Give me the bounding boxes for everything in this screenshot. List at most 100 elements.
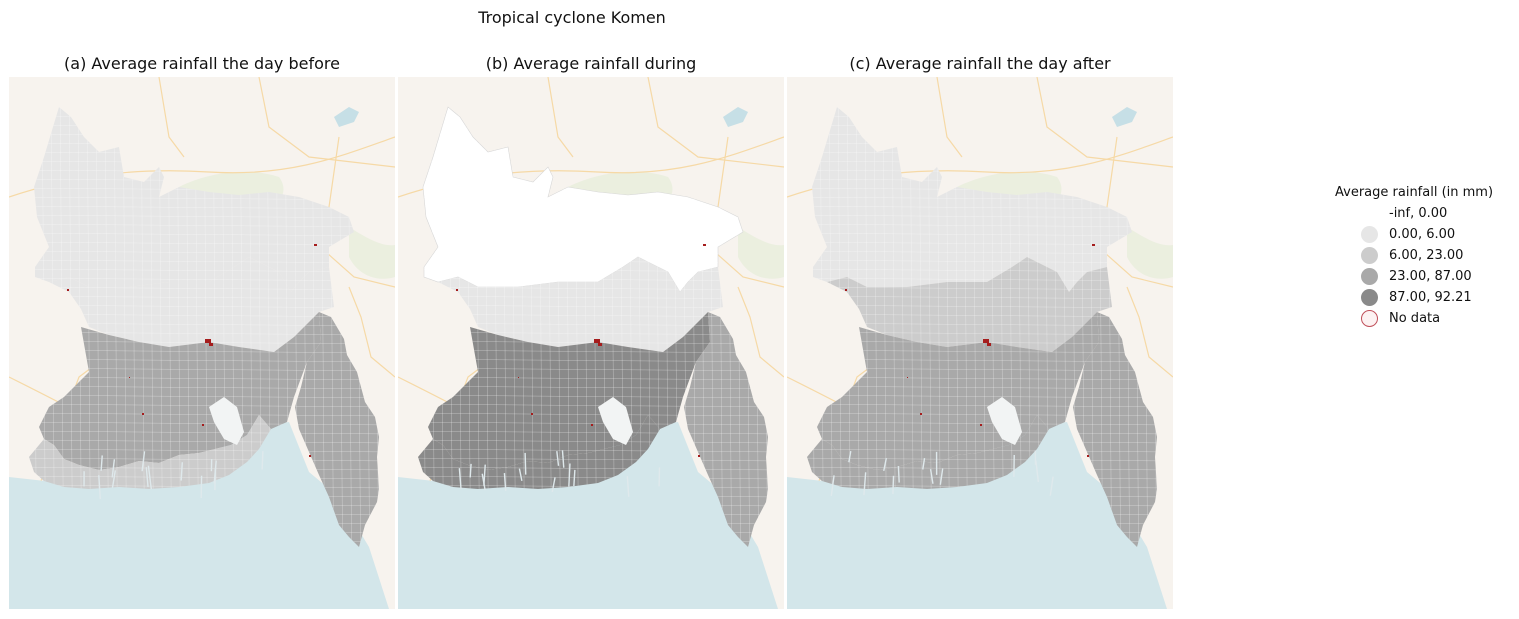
no-data-area [907,377,908,378]
basemap-road [348,286,395,378]
rainfall-zone-coast [807,415,1049,489]
no-data-area [983,339,989,343]
river-channel [100,455,103,471]
river-channel [98,475,101,500]
sea-bay-of-bengal [787,422,1167,609]
legend-label: 6.00, 23.00 [1389,248,1464,263]
river-channel [518,468,523,481]
legend: Average rainfall (in mm) -inf, 0.00 0.00… [1330,185,1510,329]
river-channel [503,473,507,491]
legend-item: 6.00, 23.00 [1330,245,1510,266]
figure-title: Tropical cyclone Komen [478,8,666,27]
rainfall-zone-south [428,312,710,470]
river-channel [261,451,264,470]
no-data-area [1087,455,1089,457]
legend-item: No data [1330,308,1510,329]
basemap-road [258,77,395,168]
legend-title: Average rainfall (in mm) [1335,185,1494,200]
river-channel [892,475,895,495]
no-data-area [202,424,204,426]
basemap-road [936,77,963,158]
no-data-area [531,413,533,415]
river-channel [848,450,852,463]
no-data-area [142,413,144,415]
no-data-area [698,455,700,457]
rainfall-zone-middle [438,257,723,352]
river-channel [551,477,556,493]
legend-label: -inf, 0.00 [1389,206,1448,221]
rainfall-zone-south [817,312,1099,470]
basemap-road [547,77,574,158]
river-channel [483,464,486,486]
no-data-area [309,455,311,457]
river-channel [922,458,926,470]
legend-swatch-3 [1361,268,1378,285]
legend-label: 0.00, 6.00 [1389,227,1456,242]
lake [1112,107,1137,127]
rainfall-zone-southeast [1073,312,1157,547]
sea-bay-of-bengal [9,422,389,609]
lake [334,107,359,127]
panel-b-map [398,77,784,609]
legend-item: 0.00, 6.00 [1330,224,1510,245]
panel-c-map [787,77,1173,609]
no-data-area [205,339,211,343]
river-channel [561,450,565,468]
river-channel [111,470,117,488]
no-data-area [591,424,593,426]
basemap-road [647,77,784,168]
no-data-area [703,244,706,246]
river-channel [1049,476,1054,496]
river-channel [1035,460,1040,483]
river-channel [111,459,116,478]
rainfall-zone-coast [418,415,660,489]
river-channel [141,451,146,472]
panel-b-title: (b) Average rainfall during [485,54,697,73]
river-channel [147,465,152,490]
river-channel [883,457,888,471]
river-channel [863,472,867,496]
no-data-area [987,343,991,346]
basemap-road [737,286,784,378]
lake [723,107,748,127]
no-data-area [518,377,519,378]
river-channel [987,397,1022,445]
legend-label: 23.00, 87.00 [1389,269,1472,284]
panel-a-map [9,77,395,609]
river-channel [598,397,633,445]
river-channel [145,467,149,488]
no-data-area [314,244,317,246]
panel-a-title: (a) Average rainfall the day before [64,54,340,73]
river-channel [469,463,472,478]
river-channel [573,469,576,487]
no-data-area [129,377,130,378]
panel-c-title: (c) Average rainfall the day after [849,54,1111,73]
sea-bay-of-bengal [398,422,778,609]
no-data-area [67,289,69,291]
no-data-area [920,413,922,415]
river-channel [830,475,835,497]
river-channel [214,468,217,491]
no-data-area [209,343,213,346]
no-data-area [980,424,982,426]
rainfall-zone-south [39,312,321,470]
legend-swatch-5 [1361,310,1378,327]
legend-item: 87.00, 92.21 [1330,287,1510,308]
rainfall-zone-southeast [295,312,379,547]
basemap-forest [738,227,784,279]
no-data-area [456,289,458,291]
river-channel [180,462,183,481]
river-channel [626,476,630,497]
river-channel [897,466,900,483]
rainfall-zone-north [812,107,1132,292]
basemap-road [1036,77,1173,168]
no-data-area [1092,244,1095,246]
river-channel [458,468,462,490]
river-channel [524,452,527,475]
no-data-area [594,339,600,343]
river-channel [209,397,244,445]
legend-swatch-1 [1361,226,1378,243]
river-channel [568,463,571,487]
legend-item: -inf, 0.00 [1330,203,1510,224]
rainfall-zone-middle [827,257,1112,352]
